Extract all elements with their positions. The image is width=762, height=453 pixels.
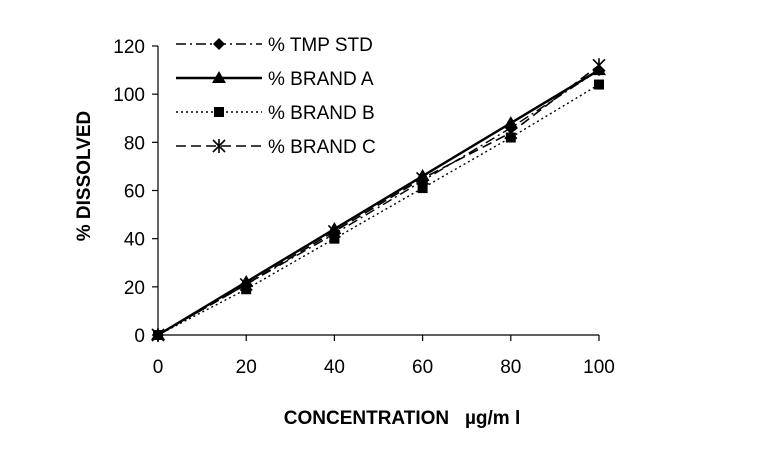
- legend-marker: [214, 107, 224, 117]
- data-point: [239, 277, 253, 292]
- data-point: [504, 125, 518, 140]
- x-tick-label: 0: [153, 357, 164, 378]
- y-tick-label: 60: [124, 182, 145, 203]
- series-brand-a: [151, 63, 606, 340]
- legend-entry: % BRAND A: [176, 69, 374, 90]
- series-brand-b: [153, 79, 604, 340]
- series-layer: [151, 58, 606, 342]
- series-line: [157, 83, 600, 336]
- x-axis-title: CONCENTRATION µg/m l: [284, 408, 520, 429]
- legend-entry: % BRAND C: [176, 137, 376, 158]
- y-axis-title: % DISSOLVED: [74, 111, 95, 242]
- y-tick-label: 20: [124, 278, 145, 299]
- x-tick-label: 20: [236, 357, 257, 378]
- data-point: [416, 171, 430, 186]
- x-tick-label: 80: [500, 357, 521, 378]
- axis-ticks: 0 20 40 60 80 100 120 0 20 40 60 80 100: [113, 37, 615, 378]
- data-point: [327, 224, 341, 239]
- legend-marker: [212, 71, 226, 83]
- y-tick-label: 120: [113, 37, 145, 58]
- x-tick-label: 60: [412, 357, 433, 378]
- legend-label: % BRAND C: [268, 137, 376, 158]
- legend-marker: [213, 38, 225, 50]
- data-point: [594, 79, 604, 90]
- legend-label: % BRAND A: [268, 69, 374, 90]
- series-line: [157, 64, 600, 336]
- legend-label: % TMP STD: [268, 35, 373, 56]
- y-tick-label: 40: [124, 230, 145, 251]
- data-point: [503, 116, 518, 129]
- series-brand-c: [151, 58, 606, 342]
- y-tick-label: 100: [113, 85, 145, 106]
- legend-entry: % TMP STD: [176, 35, 373, 56]
- legend-marker: [212, 139, 226, 153]
- series-line: [157, 69, 600, 337]
- data-point: [329, 233, 340, 244]
- x-tick-label: 40: [324, 357, 345, 378]
- data-point: [592, 58, 606, 73]
- legend-entry: % BRAND B: [176, 103, 375, 124]
- y-tick-label: 80: [124, 133, 145, 154]
- legend: % TMP STD % BRAND A % BRAND B % BRAND C: [176, 35, 376, 158]
- legend-label: % BRAND B: [268, 103, 375, 124]
- x-tick-label: 100: [583, 357, 615, 378]
- y-tick-label: 0: [134, 326, 145, 347]
- plot-area: [157, 46, 599, 336]
- data-point: [151, 328, 165, 342]
- data-point: [417, 183, 428, 194]
